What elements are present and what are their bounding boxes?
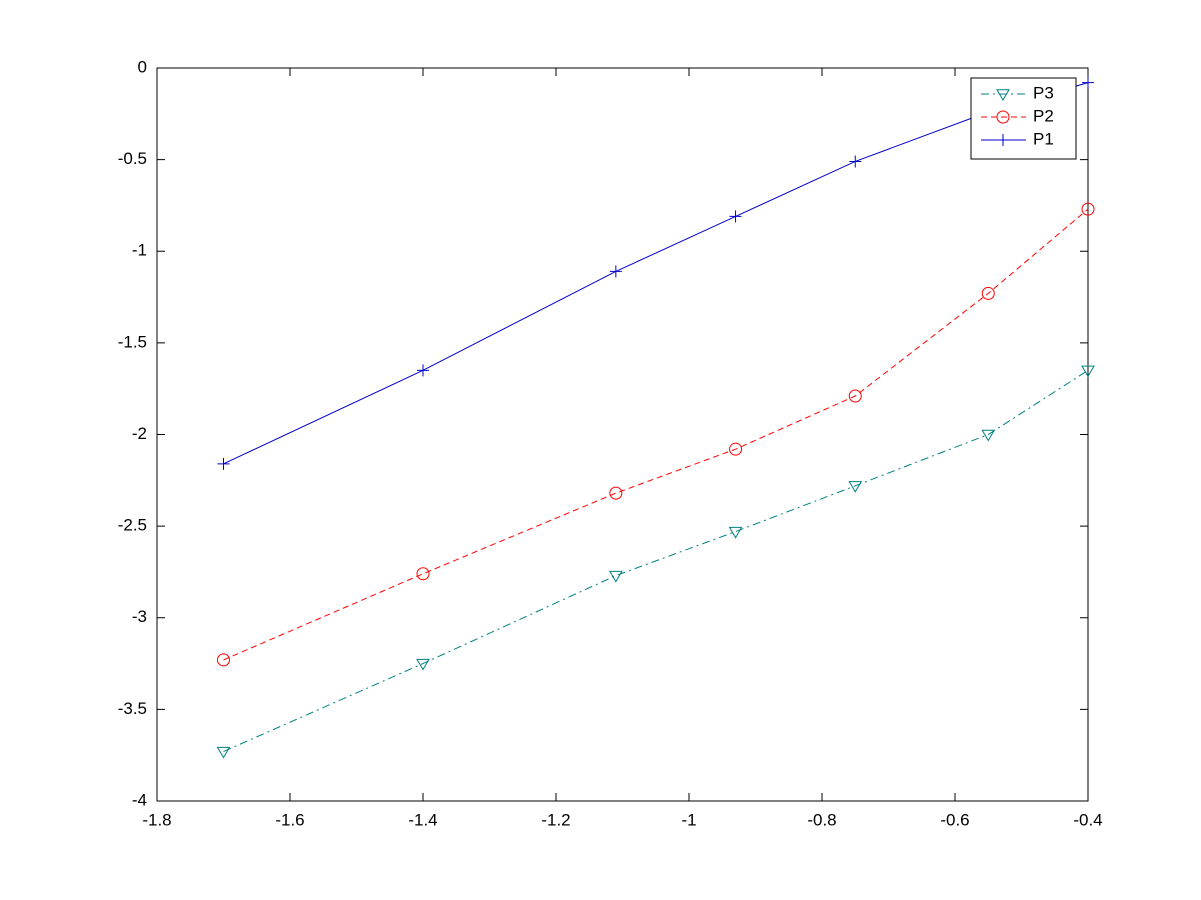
x-tick-label: -1.8 — [142, 810, 171, 829]
marker — [609, 265, 622, 278]
y-tick-label: -3 — [132, 607, 147, 626]
legend-label: P2 — [1033, 106, 1054, 125]
marker — [996, 110, 1010, 124]
legend: P3 P2 P1 — [970, 77, 1077, 160]
marker — [417, 364, 429, 377]
marker — [217, 457, 230, 470]
y-tick-label: 0 — [138, 57, 147, 76]
marker — [1081, 202, 1095, 216]
legend-label: P1 — [1033, 129, 1054, 148]
marker — [729, 210, 742, 223]
plot-frame — [156, 67, 1089, 802]
marker — [849, 155, 862, 168]
marker — [996, 89, 1010, 101]
x-tick-label: -1.2 — [541, 810, 570, 829]
marker — [416, 567, 430, 581]
marker — [608, 570, 623, 583]
legend-label: P3 — [1033, 83, 1054, 102]
x-tick-label: -0.8 — [807, 810, 836, 829]
marker — [1081, 365, 1095, 378]
x-tick-label: -1.4 — [408, 810, 437, 829]
y-tick-label: -2.5 — [118, 516, 147, 535]
x-tick-label: -1.6 — [275, 810, 304, 829]
marker — [728, 526, 743, 539]
series-line — [223, 208, 1089, 661]
y-tick-label: -1 — [132, 241, 147, 260]
legend-box — [970, 77, 1077, 160]
marker — [416, 658, 430, 671]
marker — [997, 134, 1009, 146]
y-tick-label: -0.5 — [118, 149, 147, 168]
marker — [216, 746, 231, 759]
marker — [848, 389, 862, 403]
marker — [729, 442, 743, 456]
marker — [981, 286, 995, 300]
x-tick-label: -1 — [681, 810, 696, 829]
y-tick-label: -4 — [132, 790, 147, 809]
series-line — [223, 369, 1089, 752]
y-tick-label: -3.5 — [118, 699, 147, 718]
marker — [217, 653, 230, 667]
x-tick-label: -0.6 — [940, 810, 969, 829]
marker — [981, 429, 996, 442]
marker — [609, 486, 623, 500]
marker — [1082, 76, 1094, 89]
y-tick-label: -1.5 — [118, 332, 147, 351]
marker — [848, 481, 863, 493]
y-tick-label: -2 — [132, 424, 147, 443]
x-tick-label: -0.4 — [1073, 810, 1102, 829]
